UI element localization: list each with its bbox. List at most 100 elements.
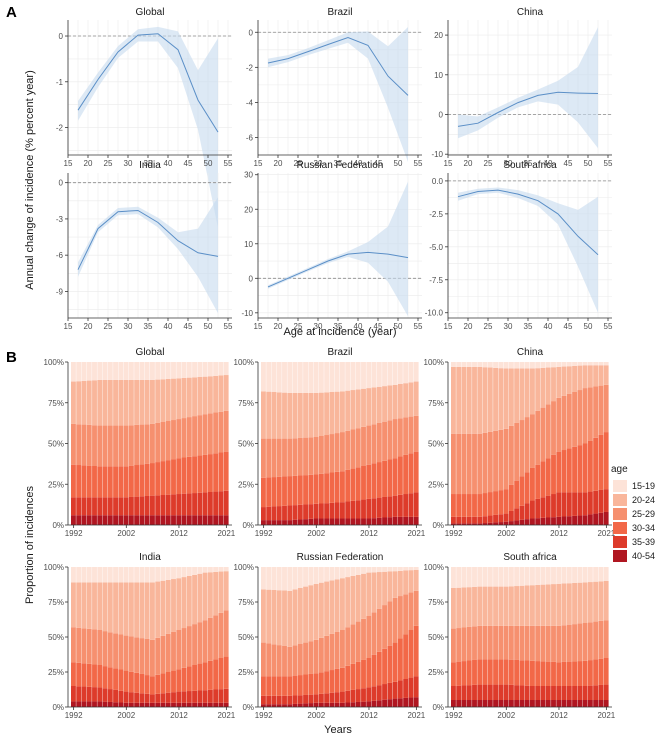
bar-segment-20-24	[556, 583, 562, 626]
bar-segment-20-24	[530, 585, 535, 626]
bar-segment-20-24	[561, 366, 567, 396]
bar-segment-30-34	[461, 661, 467, 686]
y-tick-label: 0	[59, 179, 64, 188]
bar-segment-35-39	[403, 679, 409, 698]
line-panel-global: Global 0 -1 -2 15 20 25 30 35 40 45 50 55	[56, 7, 233, 229]
x-tick-label: 25	[104, 159, 113, 168]
bar-segment-15-19	[577, 362, 583, 366]
bar-segment-35-39	[376, 497, 382, 518]
x-tick-label: 2021	[407, 529, 425, 538]
bar-segment-30-34	[329, 472, 335, 503]
y-tick-label: 20	[244, 205, 253, 214]
bar-segment-25-29	[282, 645, 287, 677]
bar-segment-15-19	[556, 567, 562, 584]
bar-segment-30-34	[524, 472, 530, 504]
bar-segment-20-24	[144, 379, 150, 425]
bar-segment-20-24	[155, 581, 161, 638]
bar-segment-20-24	[287, 590, 293, 647]
bar-segment-30-34	[508, 484, 514, 511]
bar-segment-35-39	[324, 503, 330, 519]
bar-segment-15-19	[160, 567, 166, 581]
bar-segment-20-24	[207, 572, 213, 618]
bar-segment-35-39	[287, 695, 293, 705]
bar-segment-30-34	[408, 630, 414, 678]
x-tick-label: 2021	[597, 529, 615, 538]
bar-segment-15-19	[566, 362, 572, 367]
bar-segment-40-54	[113, 515, 118, 525]
bar-segment-30-34	[107, 667, 113, 690]
bar-segment-30-34	[477, 659, 483, 685]
bar-segment-20-24	[582, 365, 588, 389]
bar-segment-40-54	[477, 523, 483, 525]
bar-segment-40-54	[545, 700, 551, 707]
bar-segment-40-54	[482, 523, 488, 525]
bar-segment-35-39	[313, 503, 319, 519]
bar-segment-30-34	[482, 493, 488, 517]
bar-segment-20-24	[308, 392, 314, 438]
bar-segment-25-29	[382, 421, 387, 461]
bar-segment-20-24	[192, 377, 197, 417]
bar-segment-25-29	[451, 433, 456, 495]
y-tick-label: 25%	[428, 668, 444, 677]
bar-segment-15-19	[192, 567, 197, 575]
confidence-ribbon	[458, 27, 598, 149]
bar-segment-20-24	[134, 379, 140, 425]
bar-segment-25-29	[382, 605, 387, 649]
x-tick-label: 2002	[307, 711, 325, 720]
y-tick-label: 100%	[424, 358, 444, 367]
bar-segment-35-39	[176, 691, 182, 703]
bar-segment-35-39	[577, 686, 583, 700]
bar-segment-30-34	[118, 669, 124, 691]
bar-segment-25-29	[503, 625, 509, 660]
bar-segment-35-39	[86, 497, 92, 516]
bar-segment-30-34	[292, 475, 298, 506]
bar-segment-40-54	[572, 515, 577, 525]
bar-segment-20-24	[113, 379, 118, 426]
bar-segment-40-54	[334, 702, 340, 707]
bar-segment-20-24	[519, 585, 525, 626]
bar-segment-25-29	[472, 626, 477, 660]
bar-segment-20-24	[303, 392, 308, 438]
bar-segment-25-29	[181, 628, 187, 668]
bar-segment-20-24	[382, 571, 387, 606]
bar-segment-15-19	[334, 362, 340, 392]
bar-segment-40-54	[86, 515, 92, 525]
bar-segment-15-19	[413, 362, 419, 382]
bar-segment-25-29	[223, 610, 229, 657]
bar-segment-30-34	[545, 661, 551, 686]
bar-segment-30-34	[530, 660, 535, 686]
bar-segment-35-39	[261, 507, 266, 521]
bar-segment-30-34	[329, 670, 335, 693]
bar-segment-40-54	[261, 520, 266, 525]
bar-segment-30-34	[207, 454, 213, 492]
bar-segment-15-19	[113, 567, 118, 583]
bar-segment-25-29	[355, 428, 361, 468]
bar-segment-30-34	[366, 464, 372, 499]
y-tick-label: -6	[56, 251, 64, 260]
bar-segment-25-29	[392, 597, 398, 643]
panel-title: China	[517, 7, 544, 18]
bar-segment-15-19	[71, 362, 76, 382]
bar-segment-35-39	[340, 502, 345, 519]
legend-item-40-54: 40-54	[613, 550, 655, 562]
bar-segment-30-34	[97, 466, 103, 498]
bar-segment-20-24	[92, 380, 97, 426]
bar-segment-25-29	[287, 438, 293, 477]
bar-segment-30-34	[92, 465, 97, 498]
x-tick-label: 25	[294, 322, 303, 331]
bar-segment-20-24	[113, 582, 118, 634]
bar-segment-40-54	[213, 702, 219, 707]
bar-segment-35-39	[223, 688, 229, 703]
bar-segment-20-24	[107, 379, 113, 426]
bar-segment-25-29	[97, 425, 103, 467]
bar-segment-40-54	[324, 702, 330, 707]
bar-segment-20-24	[456, 366, 462, 434]
bar-segment-40-54	[587, 514, 593, 525]
bar-segment-30-34	[123, 466, 129, 498]
bar-segment-15-19	[519, 362, 525, 369]
bar-segment-30-34	[461, 494, 467, 517]
bar-segment-25-29	[582, 388, 588, 444]
panel-title: Russian Federation	[297, 160, 384, 171]
bar-segment-25-29	[598, 385, 604, 435]
bar-segment-15-19	[318, 567, 324, 583]
